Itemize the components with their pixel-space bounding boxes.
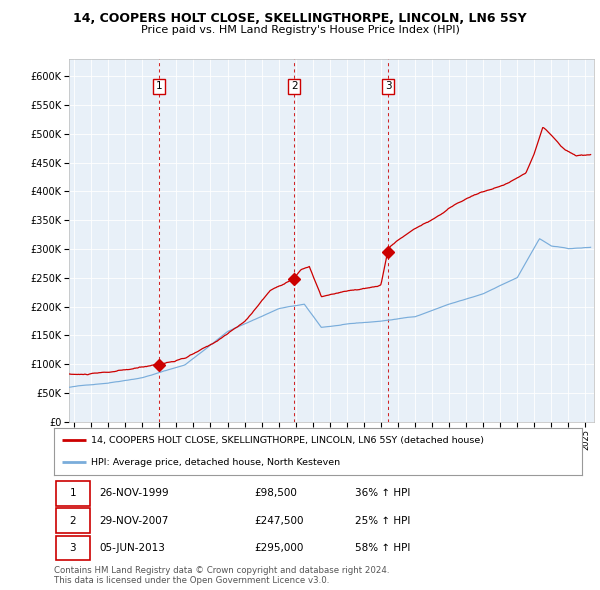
Text: 2: 2 xyxy=(291,81,298,91)
FancyBboxPatch shape xyxy=(56,508,90,533)
Text: 29-NOV-2007: 29-NOV-2007 xyxy=(99,516,168,526)
Text: 14, COOPERS HOLT CLOSE, SKELLINGTHORPE, LINCOLN, LN6 5SY: 14, COOPERS HOLT CLOSE, SKELLINGTHORPE, … xyxy=(73,12,527,25)
FancyBboxPatch shape xyxy=(56,536,90,560)
Text: 14, COOPERS HOLT CLOSE, SKELLINGTHORPE, LINCOLN, LN6 5SY (detached house): 14, COOPERS HOLT CLOSE, SKELLINGTHORPE, … xyxy=(91,436,484,445)
Text: £247,500: £247,500 xyxy=(254,516,304,526)
Text: This data is licensed under the Open Government Licence v3.0.: This data is licensed under the Open Gov… xyxy=(54,576,329,585)
Text: 25% ↑ HPI: 25% ↑ HPI xyxy=(355,516,410,526)
Text: 05-JUN-2013: 05-JUN-2013 xyxy=(99,543,165,553)
Text: 3: 3 xyxy=(70,543,76,553)
Text: 2: 2 xyxy=(70,516,76,526)
Text: 3: 3 xyxy=(385,81,392,91)
Text: 1: 1 xyxy=(70,489,76,499)
FancyBboxPatch shape xyxy=(56,481,90,506)
Text: £295,000: £295,000 xyxy=(254,543,304,553)
Text: Price paid vs. HM Land Registry's House Price Index (HPI): Price paid vs. HM Land Registry's House … xyxy=(140,25,460,35)
Text: 1: 1 xyxy=(156,81,163,91)
Text: £98,500: £98,500 xyxy=(254,489,298,499)
Text: 26-NOV-1999: 26-NOV-1999 xyxy=(99,489,169,499)
Text: 36% ↑ HPI: 36% ↑ HPI xyxy=(355,489,410,499)
Text: 58% ↑ HPI: 58% ↑ HPI xyxy=(355,543,410,553)
Text: Contains HM Land Registry data © Crown copyright and database right 2024.: Contains HM Land Registry data © Crown c… xyxy=(54,566,389,575)
Text: HPI: Average price, detached house, North Kesteven: HPI: Average price, detached house, Nort… xyxy=(91,458,340,467)
